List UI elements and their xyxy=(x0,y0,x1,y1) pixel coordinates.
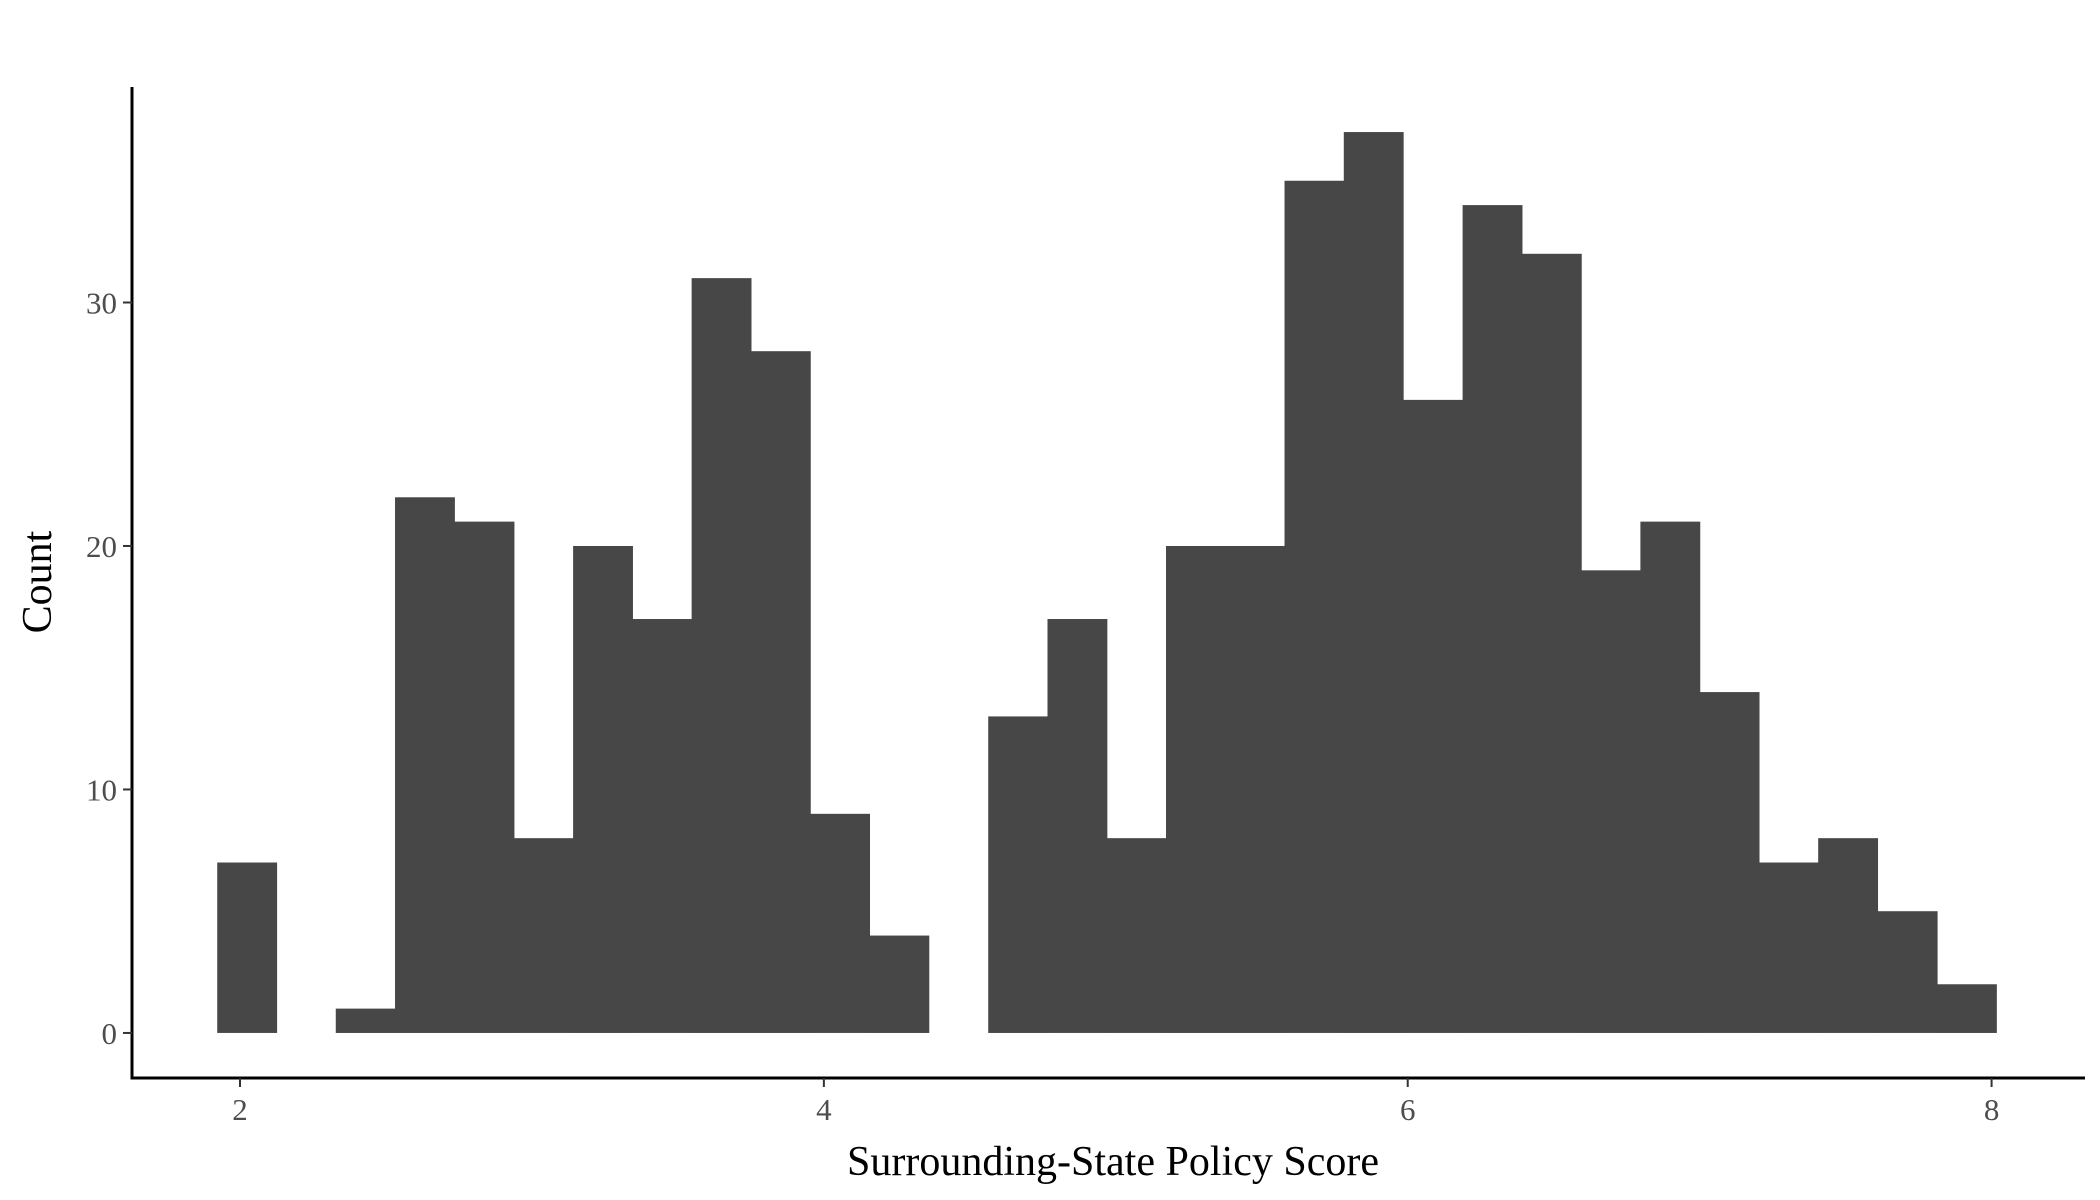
y-tick-label-20: 20 xyxy=(86,529,117,564)
histogram-bar-27 xyxy=(1818,838,1879,1033)
histogram-bar-23 xyxy=(1581,570,1641,1033)
histogram-bar-11 xyxy=(869,935,930,1033)
histogram-bar-25 xyxy=(1699,692,1760,1033)
histogram-bar-7 xyxy=(632,619,693,1033)
x-tick-label-6: 6 xyxy=(1400,1092,1416,1127)
histogram-bar-17 xyxy=(1225,545,1286,1033)
histogram-bar-28 xyxy=(1877,911,1938,1033)
histogram-bar-9 xyxy=(750,351,811,1033)
histogram-bar-4 xyxy=(454,521,515,1033)
histogram-bar-0 xyxy=(217,862,278,1033)
histogram-bar-29 xyxy=(1936,984,1997,1033)
histogram-bar-14 xyxy=(1047,619,1108,1033)
y-tick-label-0: 0 xyxy=(102,1016,118,1051)
histogram-bar-21 xyxy=(1462,205,1523,1033)
histogram-bar-10 xyxy=(810,813,871,1033)
x-tick-label-4: 4 xyxy=(816,1092,832,1127)
histogram-bar-18 xyxy=(1284,180,1345,1033)
bars-layer xyxy=(217,132,1997,1033)
histogram-bar-13 xyxy=(988,716,1049,1033)
axes-layer: 0 10 20 30 2 4 6 8 xyxy=(86,87,2085,1127)
x-tick-label-2: 2 xyxy=(232,1092,248,1127)
histogram-bar-3 xyxy=(395,497,455,1033)
histogram-bar-16 xyxy=(1166,545,1226,1033)
y-axis-title: Count xyxy=(15,530,61,633)
histogram-bar-6 xyxy=(573,545,633,1033)
histogram-bar-2 xyxy=(335,1008,396,1033)
y-tick-label-10: 10 xyxy=(86,772,117,807)
histogram-bar-15 xyxy=(1106,838,1167,1033)
histogram-bar-22 xyxy=(1521,253,1582,1033)
histogram-bar-8 xyxy=(691,278,752,1033)
histogram-bar-26 xyxy=(1758,862,1819,1033)
x-tick-label-8: 8 xyxy=(1984,1092,2000,1127)
x-axis-title: Surrounding-State Policy Score xyxy=(847,1139,1379,1185)
histogram-bar-5 xyxy=(513,838,574,1033)
histogram-bar-19 xyxy=(1343,132,1404,1033)
histogram-bar-20 xyxy=(1403,399,1464,1033)
y-tick-label-30: 30 xyxy=(86,285,117,320)
histogram-bar-24 xyxy=(1640,521,1701,1033)
